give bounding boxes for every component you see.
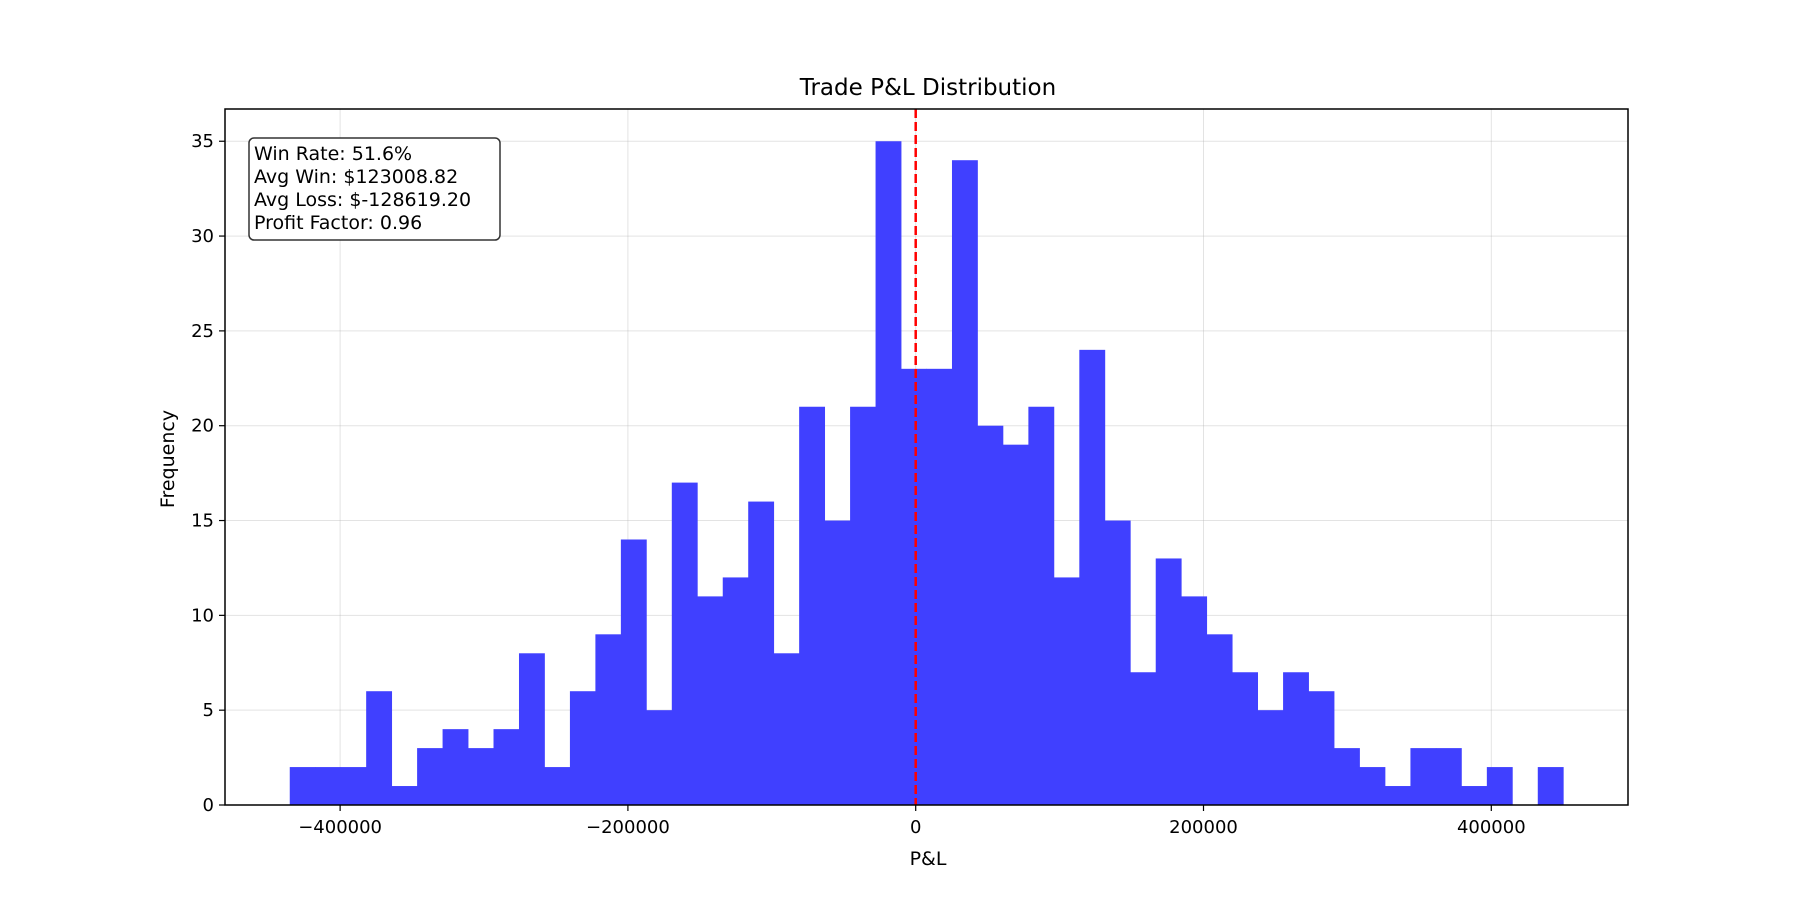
y-tick-label-2: 10 — [191, 605, 214, 626]
histogram-bar-25 — [926, 368, 953, 805]
y-axis-ticks: 0 5 10 15 20 25 30 35 — [191, 131, 225, 816]
y-tick-label-7: 35 — [191, 131, 214, 152]
histogram-bar-39 — [1283, 672, 1309, 805]
histogram-bar-36 — [1206, 634, 1233, 805]
y-tick-label-4: 20 — [191, 416, 214, 437]
y-tick-label-1: 5 — [203, 700, 214, 721]
histogram-bar-10 — [544, 767, 571, 805]
plot-frame — [224, 108, 1629, 806]
histogram-bar-28 — [1002, 444, 1029, 805]
histogram-bar-38 — [1257, 710, 1284, 805]
histogram-bar-43 — [1384, 786, 1411, 805]
histogram-bar-5 — [417, 748, 443, 805]
histogram-bar-35 — [1181, 596, 1208, 805]
y-tick-label-5: 25 — [191, 321, 214, 342]
histogram-bar-30 — [1053, 577, 1080, 805]
histogram-bar-17 — [722, 577, 749, 805]
histogram-bar-8 — [493, 729, 520, 805]
histogram-bar-23 — [875, 141, 902, 806]
histogram-bar-26 — [951, 160, 978, 806]
stats-box-background — [248, 137, 501, 241]
histogram-bar-20 — [799, 406, 826, 805]
histogram-bar-6 — [442, 729, 469, 805]
y-axis-label: Frequency — [157, 410, 179, 508]
x-tick-label-1: −200000 — [586, 817, 670, 838]
y-tick-label-6: 30 — [191, 226, 214, 247]
histogram-bar-22 — [850, 406, 876, 805]
x-tick-label-3: 200000 — [1169, 817, 1238, 838]
stats-win-rate: Win Rate: 51.6% — [254, 143, 412, 165]
histogram-bar-19 — [773, 653, 800, 805]
histogram-bar-49 — [1537, 767, 1564, 805]
stats-profit-factor: Profit Factor: 0.96 — [254, 212, 422, 234]
chart-title: Trade P&L Distribution — [799, 75, 1056, 101]
histogram-bar-7 — [468, 748, 494, 805]
histogram-bar-18 — [748, 501, 775, 805]
y-tick-label-0: 0 — [203, 795, 214, 816]
histogram-bar-40 — [1308, 691, 1335, 805]
histogram-bar-47 — [1486, 767, 1513, 805]
histogram-bar-31 — [1079, 349, 1106, 805]
histogram-bar-12 — [595, 634, 622, 805]
histogram-bar-46 — [1461, 786, 1488, 805]
x-tick-label-4: 400000 — [1457, 817, 1526, 838]
x-tick-label-2: 0 — [910, 817, 921, 838]
histogram-bar-27 — [977, 425, 1004, 805]
x-axis-label: P&L — [910, 848, 947, 870]
x-tick-label-0: −400000 — [298, 817, 382, 838]
histogram-bar-33 — [1130, 672, 1157, 805]
histogram-bar-41 — [1334, 748, 1360, 805]
histogram-bar-4 — [391, 786, 418, 805]
stats-box: Win Rate: 51.6% Avg Win: $123008.82 Avg … — [248, 137, 501, 241]
stats-avg-loss: Avg Loss: $-128619.20 — [254, 189, 471, 211]
histogram-bar-42 — [1359, 767, 1386, 805]
histogram-bar-16 — [697, 596, 724, 805]
histogram-bar-32 — [1104, 520, 1131, 805]
histogram-bar-2 — [340, 767, 367, 805]
histogram-bar-21 — [824, 520, 851, 805]
histogram-bar-29 — [1028, 406, 1055, 805]
histogram-bar-0 — [289, 767, 316, 805]
histogram-bar-13 — [620, 539, 647, 805]
histogram-bar-44 — [1410, 748, 1437, 805]
histogram-bars — [289, 141, 1564, 806]
histogram-bar-1 — [315, 767, 342, 805]
y-tick-label-3: 15 — [191, 511, 214, 532]
histogram-bar-9 — [518, 653, 545, 805]
histogram-bar-37 — [1232, 672, 1259, 805]
histogram-bar-24 — [901, 368, 927, 805]
stats-avg-win: Avg Win: $123008.82 — [254, 166, 458, 188]
histogram-bar-11 — [569, 691, 596, 805]
histogram-bar-45 — [1435, 748, 1462, 805]
histogram-bar-14 — [646, 710, 673, 805]
histogram-bar-34 — [1155, 558, 1182, 805]
histogram-bar-3 — [366, 691, 393, 805]
histogram-bar-15 — [671, 482, 698, 805]
x-axis-ticks: −400000 −200000 0 200000 400000 — [298, 805, 1526, 838]
